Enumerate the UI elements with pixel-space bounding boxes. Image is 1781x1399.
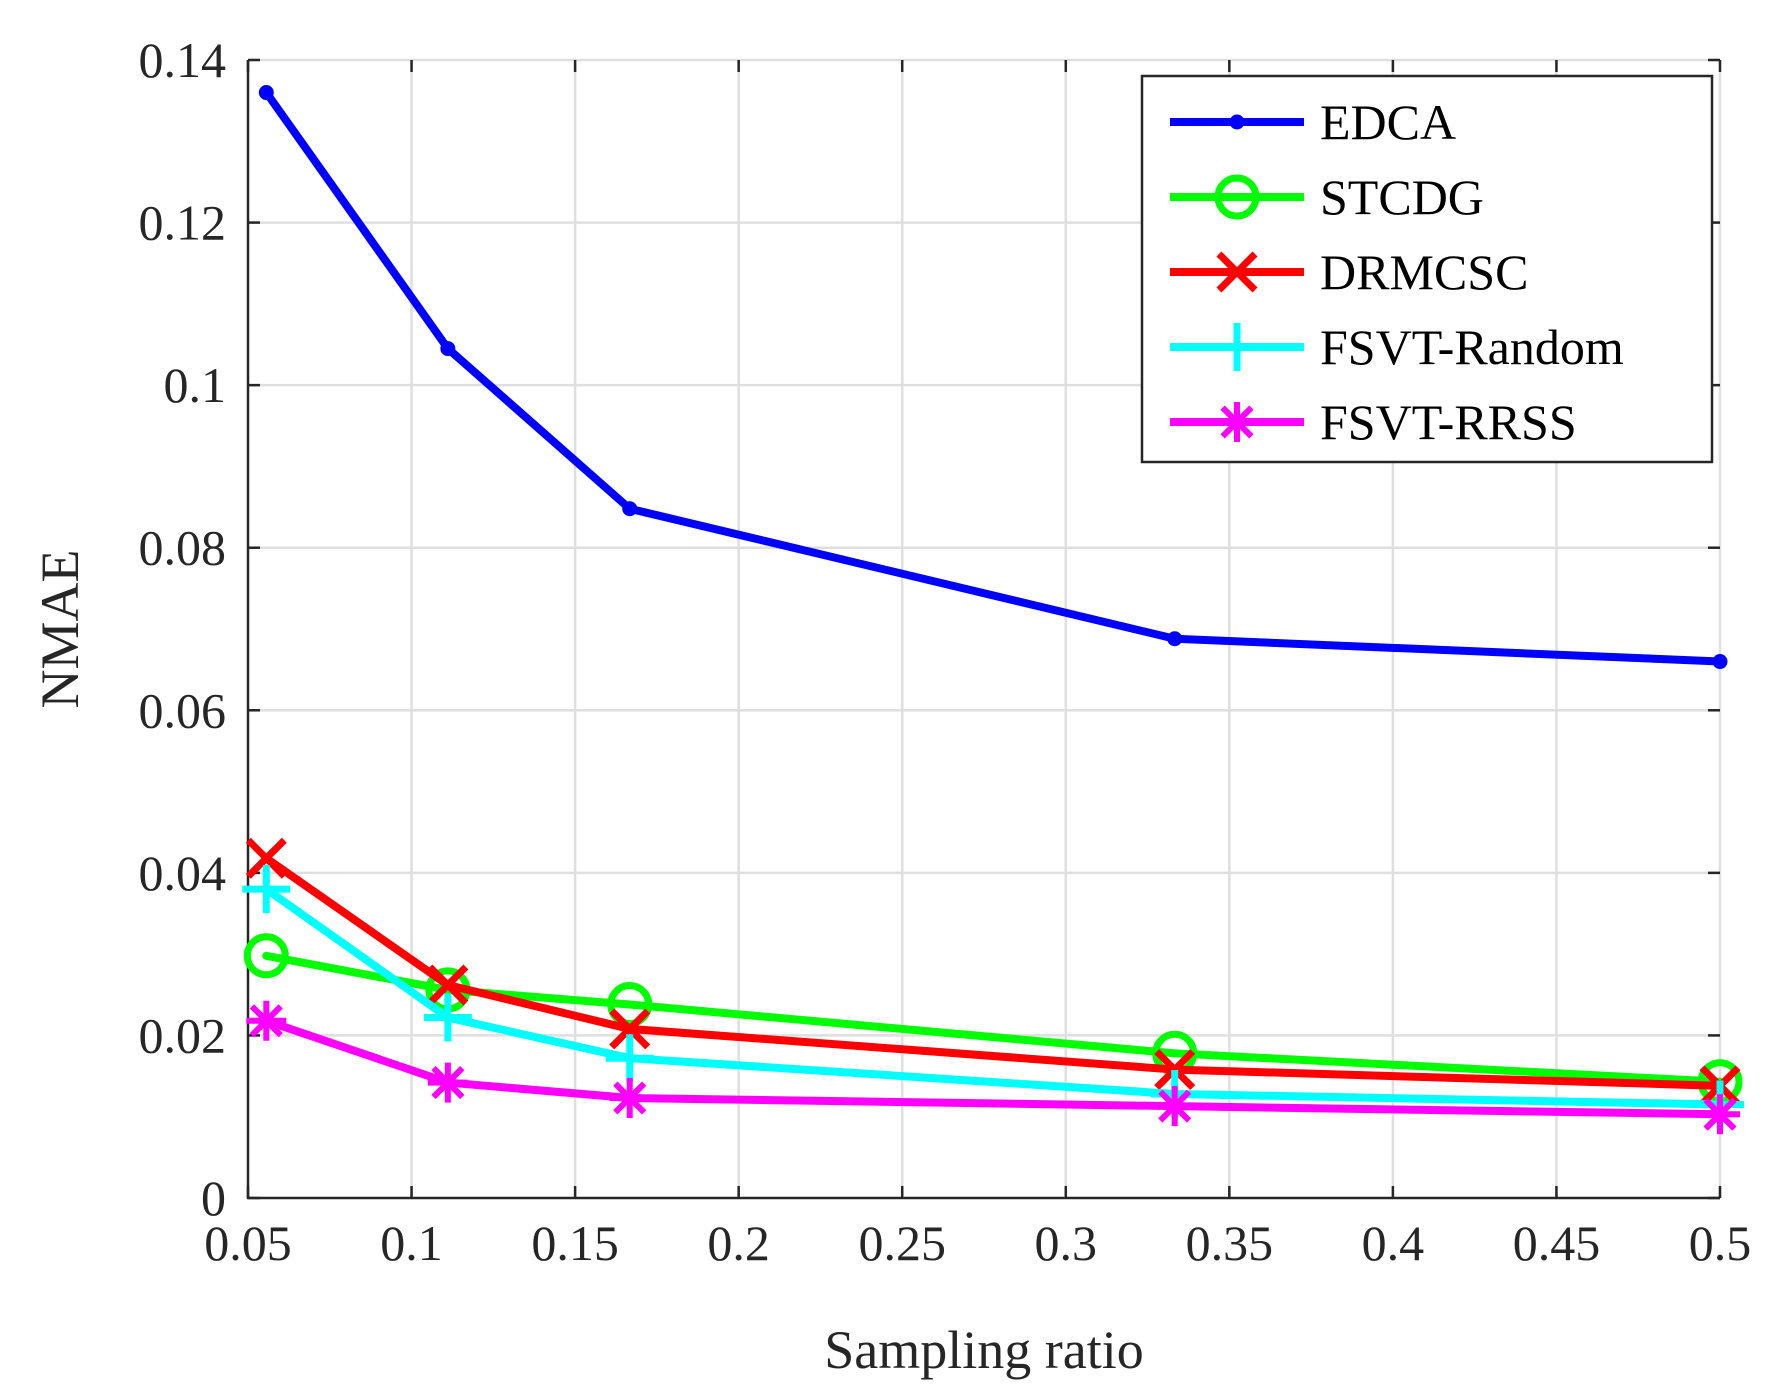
fsvt-rrss-point [1700,1094,1740,1135]
legend-item-edca: EDCA [1170,94,1456,150]
legend-item-fsvt-random: FSVT-Random [1170,319,1624,375]
legend-marker-drmcsc [1216,251,1258,293]
edca-point [258,85,274,101]
legend-label-drmcsc: DRMCSC [1320,244,1528,300]
series-drmcsc [245,837,1741,1107]
legend-label-fsvt-rrss: FSVT-RRSS [1320,394,1577,450]
legend-item-stcdg: STCDG [1170,169,1484,225]
x-tick-label: 0.4 [1362,1215,1425,1271]
y-axis-title: NMAE [30,550,90,709]
y-tick-label: 0.04 [139,845,227,901]
y-tick-label: 0.02 [139,1007,227,1063]
legend-label-edca: EDCA [1320,94,1456,150]
series-edca [258,85,1728,670]
drmcsc-point [245,837,287,879]
stcdg-line [262,951,1724,1086]
x-tick-label: 0.5 [1689,1215,1752,1271]
drmcsc-point [427,964,469,1006]
x-tick-label: 0.25 [858,1215,946,1271]
axes [246,58,1722,1200]
x-tick-label: 0.1 [380,1215,443,1271]
stcdg-point [243,933,289,979]
legend-label-stcdg: STCDG [1320,169,1484,225]
x-tick-label: 0.15 [531,1215,619,1271]
y-tick-label: 0 [201,1170,226,1226]
y-tick-label: 0.08 [139,520,227,576]
fsvt-random-point [605,1034,654,1083]
drmcsc-point [1154,1049,1196,1091]
legend-label-fsvt-random: FSVT-Random [1320,319,1624,375]
legend-marker-fsvt-rrss [1217,402,1257,442]
series-fsvt-rrss [246,1000,1740,1135]
fsvt-rrss-point [246,1000,287,1041]
drmcsc-line [262,854,1724,1090]
legend-marker-edca [1229,114,1245,130]
y-tick-label: 0.12 [139,195,227,251]
edca-point [440,341,456,357]
fsvt-rrss-point [427,1062,468,1103]
edca-point [1712,654,1728,670]
edca-point [622,501,638,517]
legend-item-drmcsc: DRMCSC [1170,244,1528,300]
tick-labels: 0.05 0.1 0.15 0.2 0.25 0.3 0.35 0.4 0.45 0.5 0 0.02… [139,32,1752,1271]
stcdg-point [607,982,653,1028]
y-tick-label: 0.14 [139,32,227,88]
fsvt-rrss-point [609,1078,650,1119]
x-tick-label: 0.3 [1035,1215,1098,1271]
x-tick-label: 0.2 [707,1215,770,1271]
x-tick-label: 0.35 [1186,1215,1274,1271]
edca-point [1167,631,1183,647]
x-tick-label: 0.45 [1513,1215,1601,1271]
fsvt-rrss-point [1154,1086,1195,1127]
legend-marker-stcdg [1214,174,1260,220]
legend-marker-fsvt-random [1213,323,1261,371]
fsvt-random-point [242,865,291,914]
x-tick-label: 0.05 [204,1215,292,1271]
y-tick-label: 0.06 [139,682,227,738]
x-axis-title: Sampling ratio [824,1320,1143,1380]
series-group [242,85,1744,1135]
drmcsc-point [609,1008,651,1050]
fsvt-random-point [423,993,472,1042]
y-tick-label: 0.1 [164,357,227,413]
legend-item-fsvt-rrss: FSVT-RRSS [1170,394,1577,450]
legend: EDCA STCDG DRMCSC FSVT-Random FSVT-RRSS [1140,74,1714,464]
